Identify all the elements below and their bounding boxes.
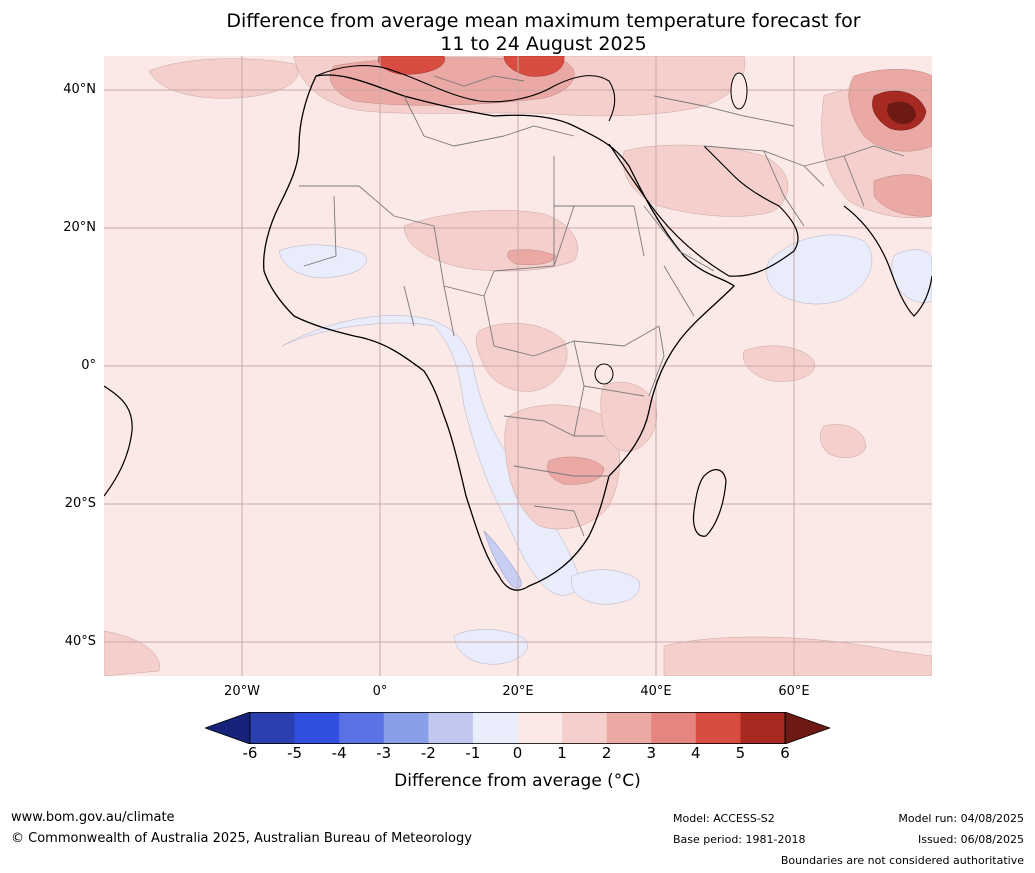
anomaly-warm-2-zambia [547,456,605,485]
anomaly-warm-6-pakistan-core [887,101,916,125]
colorbar-tick-label: 3 [646,744,657,762]
india-coastline [843,205,932,317]
anomaly-warm-east-africa [600,381,658,452]
footer-issued: Issued: 06/08/2025 [917,833,1024,846]
colorbar-tick-label: -5 [287,744,303,762]
colorbar-segment [562,712,608,744]
map-title: Difference from average mean maximum tem… [0,10,1035,56]
lake-victoria [594,363,614,385]
lat-label-20n: 20°N [63,220,96,235]
anomaly-warm-central-africa [475,322,568,392]
colorbar-segment [339,712,385,744]
lat-label-0: 0° [81,358,96,373]
footer-base-period: Base period: 1981-2018 [673,833,806,846]
anomaly-cool-south-atlantic [453,629,528,665]
colorbar-tick-label: -3 [376,744,392,762]
anomaly-cool-indian-ocean [571,569,640,605]
map-svg [104,56,932,676]
colorbar-extend-high [784,712,830,744]
colorbar-tick-label: -4 [331,744,347,762]
colorbar-segment [428,712,474,744]
colorbar-segment [740,712,786,744]
country-borders [299,75,905,537]
colorbar-segment [517,712,563,744]
colorbar-segment [383,712,429,744]
footer-model-run: Model run: 04/08/2025 [898,812,1024,825]
colorbar-tick-label: 5 [735,744,746,762]
footer-copyright: © Commonwealth of Australia 2025, Austra… [11,831,472,846]
colorbar-tick-label: 4 [691,744,701,762]
colorbar-extend-low [205,712,251,744]
lon-label-40e: 40°E [640,684,672,699]
colorbar [205,712,830,744]
anomaly-warm-atlantic-nw [148,58,299,99]
colorbar-tick-label: -2 [420,744,436,762]
anomaly-warm-2-india [873,174,932,217]
colorbar-segment [250,712,296,744]
lat-label-20s: 20°S [64,496,96,511]
arabia-coastline [608,143,799,277]
forecast-map [104,56,932,676]
lon-label-20w: 20°W [224,684,260,699]
title-line-2: 11 to 24 August 2025 [440,33,647,55]
graticule [104,56,932,676]
lon-label-0: 0° [372,684,388,699]
anomaly-cool-bay-of-bengal [891,249,932,303]
colorbar-segment [695,712,741,744]
lon-label-60e: 60°E [778,684,810,699]
lon-label-20e: 20°E [502,684,534,699]
footer-url[interactable]: www.bom.gov.au/climate [11,810,175,825]
anomaly-cool-benguela [483,530,522,589]
madagascar-coastline [692,469,727,537]
colorbar-segment [472,712,518,744]
colorbar-frame [249,712,786,744]
colorbar-label: Difference from average (°C) [394,771,641,791]
lat-label-40s: 40°S [64,634,96,649]
colorbar-segment [294,712,340,744]
lat-label-40n: 40°N [63,82,96,97]
footer-disclaimer: Boundaries are not considered authoritat… [780,854,1024,867]
anomaly-warm-madagascar-east [820,424,867,458]
lake-caspian [730,72,748,110]
colorbar-tick-label: -6 [242,744,258,762]
anomaly-cool-atlantic-west-africa [278,244,367,279]
colorbar-tick-label: 0 [512,744,523,762]
colorbar-tick-label: 1 [557,744,567,762]
colorbar-tick-label: -1 [465,744,481,762]
footer-model: Model: ACCESS-S2 [673,812,775,825]
mediterranean-coastline [315,65,616,122]
colorbar-segment [606,712,652,744]
anomaly-warm-indian-east [742,345,815,382]
south-america-coastline [104,385,133,497]
anomaly-warm-4-balkans [503,56,565,77]
africa-coastline [263,74,735,591]
colorbar-segment [651,712,697,744]
colorbar-tick-label: 6 [780,744,790,762]
anomaly-warm-southern-ocean [663,636,932,676]
title-line-1: Difference from average mean maximum tem… [226,10,861,32]
anomaly-warm-2-sahel [507,249,557,265]
colorbar-tick-label: 2 [601,744,612,762]
